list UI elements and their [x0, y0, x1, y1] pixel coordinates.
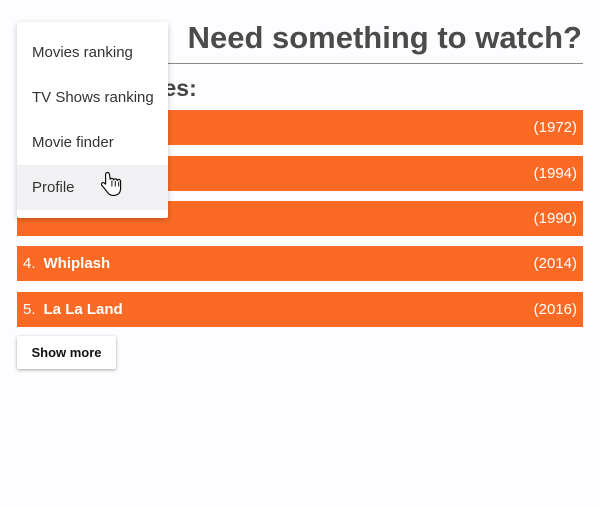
menu-item-movie-finder[interactable]: Movie finder [32, 134, 114, 151]
movie-row-5[interactable]: 5. La La Land (2016) [17, 292, 583, 327]
menu-item-profile[interactable]: Profile [17, 165, 168, 210]
movie-year: (2016) [533, 301, 577, 318]
movie-year: (2014) [533, 255, 577, 272]
movie-year: (1990) [533, 210, 577, 227]
movie-row-4[interactable]: 4. Whiplash (2014) [17, 246, 583, 281]
menu-item-movies-ranking[interactable]: Movies ranking [32, 44, 133, 61]
movie-year: (1994) [533, 165, 577, 182]
movie-rank: 4. [23, 255, 36, 272]
title-divider [17, 63, 583, 64]
show-more-button[interactable]: Show more [17, 336, 116, 369]
movie-title: La La Land [43, 301, 123, 318]
movie-rank: 5. [23, 301, 36, 318]
hand-pointer-icon [101, 171, 122, 197]
movie-year: (1972) [533, 119, 577, 136]
navigation-dropdown-menu: Movies ranking TV Shows ranking Movie fi… [17, 22, 168, 218]
movie-title: Whiplash [43, 255, 111, 272]
page-title: Need something to watch? [187, 20, 582, 55]
menu-item-tv-shows-ranking[interactable]: TV Shows ranking [32, 89, 154, 106]
